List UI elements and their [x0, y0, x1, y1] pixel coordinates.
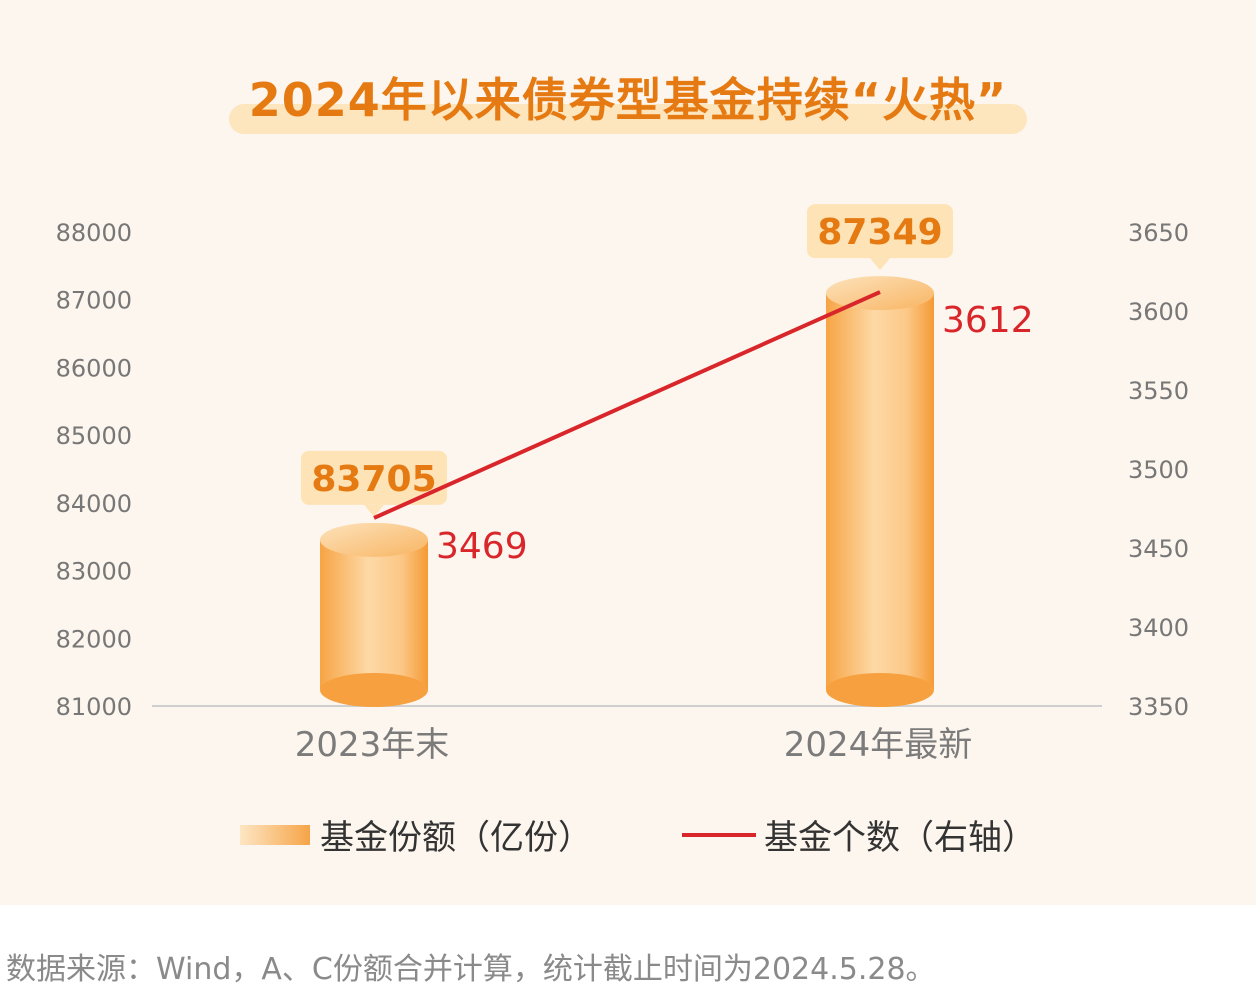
- left-axis: 88000 87000 86000 85000 84000 83000 82000 81000: [56, 219, 132, 721]
- bar-value-label: 83705: [311, 459, 436, 500]
- right-tick-label: 3450: [1128, 535, 1189, 563]
- right-axis: 3650 3600 3550 3500 3450 3400 3350: [1128, 219, 1189, 721]
- chart-title: 2024年以来债券型基金持续“火热”: [223, 58, 1034, 136]
- left-tick-label: 83000: [56, 558, 132, 586]
- line-series: 3469 3612: [373, 290, 1034, 567]
- bar-2: 87349: [807, 204, 953, 707]
- line-value-label: 3469: [436, 526, 528, 567]
- bar-value-box: [807, 204, 953, 259]
- right-tick-label: 3400: [1128, 614, 1189, 642]
- right-tick-label: 3500: [1128, 456, 1189, 484]
- bar-1: 83705: [301, 450, 447, 707]
- bar-line-chart: 88000 87000 86000 85000 84000 83000 82000 81000…: [56, 204, 1189, 858]
- bar-top: [320, 522, 428, 557]
- left-tick-label: 86000: [56, 354, 132, 382]
- bar-body: [320, 539, 428, 690]
- legend-label-bar: 基金份额（亿份）: [320, 818, 592, 858]
- bar-value-pointer: [870, 258, 890, 271]
- bar-value-callout: 83705: [301, 450, 447, 517]
- bar-base: [320, 673, 428, 707]
- left-tick-label: 82000: [56, 625, 132, 653]
- right-tick-label: 3350: [1128, 693, 1189, 721]
- bar-value-pointer: [364, 504, 384, 517]
- bar-value-label: 87349: [817, 212, 942, 253]
- line-value-label: 3612: [942, 300, 1034, 341]
- bar-body: [826, 293, 934, 690]
- left-tick-label: 88000: [56, 219, 132, 247]
- x-axis-labels: 2023年末 2024年最新: [295, 725, 973, 765]
- legend-swatch-bar: [240, 825, 310, 845]
- left-tick-label: 85000: [56, 422, 132, 450]
- x-tick-label: 2024年最新: [784, 725, 973, 765]
- legend-item-line: 基金个数（右轴）: [682, 818, 1036, 858]
- legend: 基金份额（亿份） 基金个数（右轴）: [240, 818, 1036, 858]
- right-tick-label: 3550: [1128, 377, 1189, 405]
- bar-value-box: [301, 450, 447, 505]
- legend-item-bar: 基金份额（亿份）: [240, 818, 592, 858]
- bar-series: 83705 87349: [301, 204, 953, 707]
- left-tick-label: 87000: [56, 287, 132, 315]
- chart-panel: [0, 0, 1256, 905]
- left-tick-label: 81000: [56, 693, 132, 721]
- legend-label-line: 基金个数（右轴）: [764, 818, 1036, 858]
- x-tick-label: 2023年末: [295, 725, 450, 765]
- right-tick-label: 3600: [1128, 298, 1189, 326]
- left-tick-label: 84000: [56, 490, 132, 518]
- right-tick-label: 3650: [1128, 219, 1189, 247]
- bar-base: [826, 673, 934, 707]
- source-note: 数据来源：Wind，A、C份额合并计算，统计截止时间为2024.5.28。: [6, 952, 936, 987]
- chart-title-wrap: 2024年以来债券型基金持续“火热”: [0, 58, 1256, 136]
- series-line: [373, 290, 881, 520]
- bar-value-callout: 87349: [807, 204, 953, 271]
